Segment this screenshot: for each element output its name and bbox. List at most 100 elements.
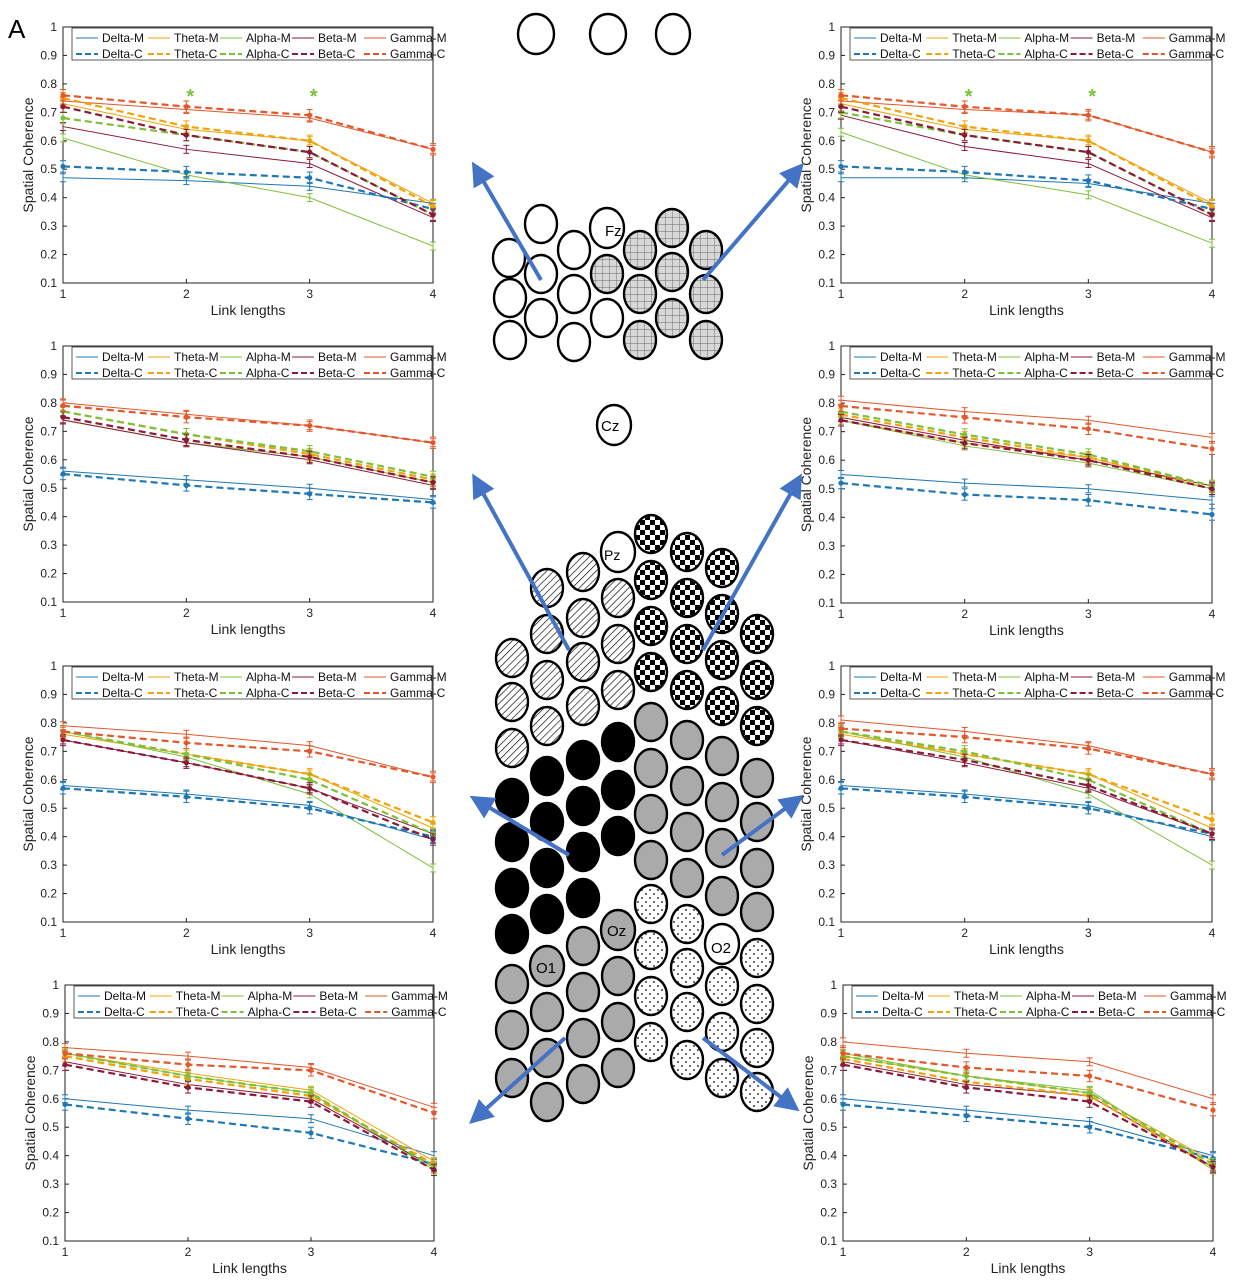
legend-label-gamma-c: Gamma-C [1169, 47, 1225, 61]
series-line-delta-c [840, 481, 1213, 516]
y-axis-label: Spatial Coherence [20, 736, 36, 851]
electrode-label-fz: Fz [605, 223, 622, 240]
legend-label-theta-m: Theta-M [174, 670, 219, 684]
series-line-beta-m [840, 739, 1213, 835]
legend-box [849, 346, 1212, 380]
y-tick-label: 0.9 [40, 367, 57, 381]
electrode [600, 955, 636, 997]
series-line-gamma-m [840, 399, 1213, 438]
electrode [688, 273, 724, 315]
data-point [838, 737, 844, 743]
legend-label-gamma-c: Gamma-C [1170, 1005, 1226, 1019]
data-point [1087, 1073, 1093, 1079]
legend-label-theta-m: Theta-M [174, 350, 219, 364]
y-tick-label: 0.6 [40, 773, 57, 787]
chart-top-right: 0.1 0.2 0.3 0.4 0.5 0.6 0.7 0.8 0.9 1 1 2 3 4 Link len… [798, 20, 1225, 318]
legend-label-alpha-c: Alpha-C [246, 47, 290, 61]
y-tick-label: 0.2 [40, 567, 57, 581]
electrode [600, 721, 636, 763]
electrode [704, 547, 740, 589]
legend-label-gamma-c: Gamma-C [390, 686, 446, 700]
y-tick-label: 0.3 [40, 219, 57, 233]
legend: Delta-M Theta-M Alpha-M Beta-M Gamma-M Delta-… [71, 666, 447, 700]
y-tick-label: 0.3 [820, 1177, 837, 1191]
electrode [669, 1039, 705, 1081]
legend-box [71, 346, 433, 380]
y-tick-label: 0.5 [40, 801, 57, 815]
data-point [962, 757, 968, 763]
y-tick-label: 0.5 [820, 1120, 837, 1134]
series-line-beta-m [62, 126, 434, 219]
electrode [529, 847, 565, 889]
x-tick-label: 4 [430, 926, 437, 940]
y-tick-label: 0.1 [818, 915, 835, 929]
series-line-beta-m [64, 1061, 435, 1168]
y-tick-label: 0.9 [820, 1006, 837, 1020]
x-tick-label: 3 [306, 926, 313, 940]
series-line-theta-m [64, 1052, 435, 1162]
data-point [185, 1062, 191, 1068]
electrode [633, 1021, 669, 1063]
legend-label-delta-c: Delta-C [880, 366, 921, 380]
data-point [962, 414, 968, 420]
y-tick-label: 0.7 [818, 425, 835, 439]
legend-label-delta-c: Delta-C [102, 47, 143, 61]
data-point [307, 491, 313, 497]
legend-label-beta-c: Beta-C [1098, 1005, 1136, 1019]
arrow [701, 162, 804, 282]
x-axis-label: Link lengths [211, 302, 286, 318]
legend-label-gamma-m: Gamma-M [1169, 31, 1226, 45]
series-line-alpha-c [842, 1055, 1214, 1166]
electrode [565, 597, 601, 639]
data-point [430, 499, 436, 506]
x-axis-label: Link lengths [212, 1260, 287, 1276]
x-tick-label: 4 [431, 1245, 438, 1259]
y-tick-label: 0.1 [40, 276, 57, 290]
series-line-theta-c [62, 410, 434, 481]
y-tick-label: 0.7 [42, 1063, 59, 1077]
electrode [669, 577, 705, 619]
data-point [1087, 1090, 1093, 1096]
electrode [633, 701, 669, 743]
legend: Delta-M Theta-M Alpha-M Beta-M Gamma-M Delta-… [849, 27, 1226, 61]
data-point [430, 819, 436, 826]
data-point [60, 92, 66, 98]
series-line-alpha-m [840, 131, 1213, 244]
electrode [704, 639, 740, 681]
legend-label-theta-c: Theta-C [174, 686, 218, 700]
electrode [704, 1057, 740, 1099]
electrode [600, 1001, 636, 1043]
significance-star: * [186, 86, 194, 108]
y-tick-label: 1 [50, 20, 57, 34]
chart-bottom-left: 0.1 0.2 0.3 0.4 0.5 0.6 0.7 0.8 0.9 1 1 2 3 4 Link len… [22, 978, 448, 1276]
electrode [494, 963, 530, 1005]
y-tick-label: 0.2 [40, 887, 57, 901]
legend-label-theta-c: Theta-C [176, 1005, 220, 1019]
y-tick-label: 0.6 [818, 134, 835, 148]
data-point [185, 1116, 191, 1122]
plot-frame [840, 665, 1213, 923]
series-line-theta-m [840, 103, 1213, 204]
legend-label-theta-c: Theta-C [952, 47, 996, 61]
legend-label-theta-m: Theta-M [952, 350, 997, 364]
data-point [840, 1101, 846, 1108]
series-line-delta-m [840, 474, 1213, 501]
legend: Delta-M Theta-M Alpha-M Beta-M Gamma-M Delta-… [849, 346, 1225, 380]
electrode [704, 875, 740, 917]
x-axis-label: Link lengths [211, 621, 286, 637]
electrode [739, 659, 775, 701]
legend-label-gamma-m: Gamma-M [391, 989, 448, 1003]
electrode [739, 847, 775, 889]
legend-label-beta-m: Beta-M [318, 350, 357, 364]
legend-label-alpha-c: Alpha-C [1026, 1005, 1070, 1019]
series-line-gamma-c [62, 730, 434, 779]
legend-label-theta-m: Theta-M [174, 31, 219, 45]
electrode [654, 297, 690, 339]
legend-label-theta-c: Theta-C [954, 1005, 998, 1019]
data-point [431, 1167, 437, 1173]
electrode [704, 827, 740, 869]
x-tick-label: 3 [1085, 926, 1092, 940]
electrode [739, 757, 775, 799]
legend-label-alpha-m: Alpha-M [1024, 31, 1069, 45]
data-point [1085, 112, 1091, 118]
